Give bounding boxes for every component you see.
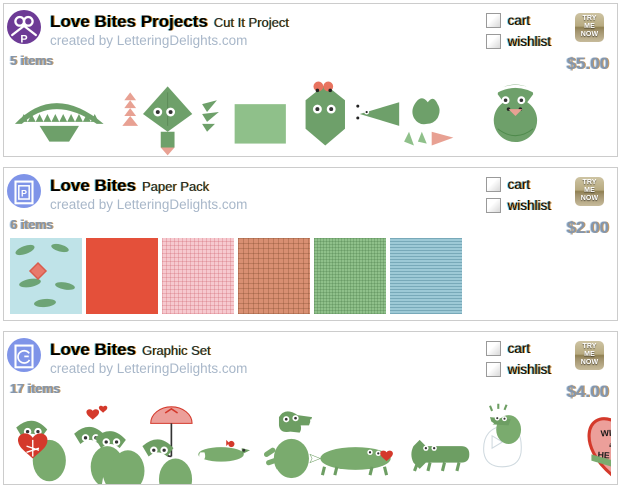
svg-text:P: P [21,189,27,199]
svg-text:P: P [20,34,27,44]
svg-text:WILD: WILD [600,427,611,439]
svg-text:at: at [609,442,611,449]
